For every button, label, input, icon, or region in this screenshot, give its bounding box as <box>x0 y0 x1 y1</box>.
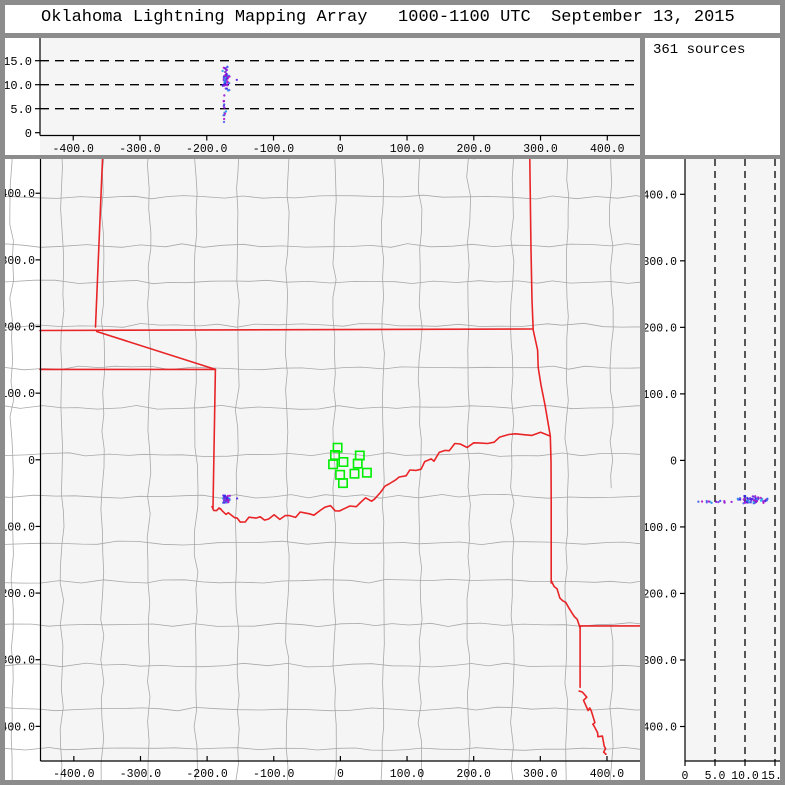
svg-text:200.0: 200.0 <box>456 768 491 780</box>
svg-text:100.0: 100.0 <box>645 389 677 402</box>
svg-text:-200.0: -200.0 <box>186 143 228 155</box>
svg-text:15.0: 15.0 <box>5 55 32 69</box>
svg-text:-400.0: -400.0 <box>5 721 35 734</box>
svg-text:-100.0: -100.0 <box>645 522 677 535</box>
svg-text:-100.0: -100.0 <box>5 521 35 534</box>
svg-text:400.0: 400.0 <box>645 189 677 202</box>
svg-text:0: 0 <box>682 770 689 780</box>
svg-text:0: 0 <box>25 127 32 141</box>
svg-text:200.0: 200.0 <box>5 322 35 335</box>
svg-text:0: 0 <box>337 768 344 780</box>
svg-text:-200.0: -200.0 <box>186 768 228 780</box>
svg-text:100.0: 100.0 <box>390 143 425 155</box>
svg-text:-300.0: -300.0 <box>5 655 35 668</box>
svg-text:300.0: 300.0 <box>523 143 558 155</box>
svg-text:-200.0: -200.0 <box>5 588 35 601</box>
svg-text:-300.0: -300.0 <box>645 655 677 668</box>
svg-text:400.0: 400.0 <box>590 768 625 780</box>
svg-text:300.0: 300.0 <box>5 255 35 268</box>
svg-text:300.0: 300.0 <box>523 768 558 780</box>
svg-text:-300.0: -300.0 <box>119 143 161 155</box>
svg-text:-200.0: -200.0 <box>645 588 677 601</box>
svg-text:400.0: 400.0 <box>5 188 35 201</box>
svg-text:-400.0: -400.0 <box>53 143 95 155</box>
svg-text:100.0: 100.0 <box>390 768 425 780</box>
svg-text:100.0: 100.0 <box>5 388 35 401</box>
svg-text:-400.0: -400.0 <box>645 722 677 735</box>
svg-text:-400.0: -400.0 <box>53 768 95 780</box>
svg-text:-300.0: -300.0 <box>120 768 162 780</box>
svg-text:-100.0: -100.0 <box>253 143 295 155</box>
svg-text:300.0: 300.0 <box>645 256 677 269</box>
svg-text:200.0: 200.0 <box>457 143 492 155</box>
svg-text:400.0: 400.0 <box>590 143 625 155</box>
svg-text:5.0: 5.0 <box>10 103 32 117</box>
svg-text:200.0: 200.0 <box>645 322 677 335</box>
svg-text:0: 0 <box>670 455 677 468</box>
svg-text:-100.0: -100.0 <box>253 768 295 780</box>
svg-text:5.0: 5.0 <box>705 770 726 780</box>
svg-text:10.0: 10.0 <box>5 79 32 93</box>
svg-text:15.0: 15.0 <box>761 770 780 780</box>
svg-text:0: 0 <box>337 143 344 155</box>
svg-text:0: 0 <box>28 455 35 468</box>
svg-text:10.0: 10.0 <box>731 770 759 780</box>
